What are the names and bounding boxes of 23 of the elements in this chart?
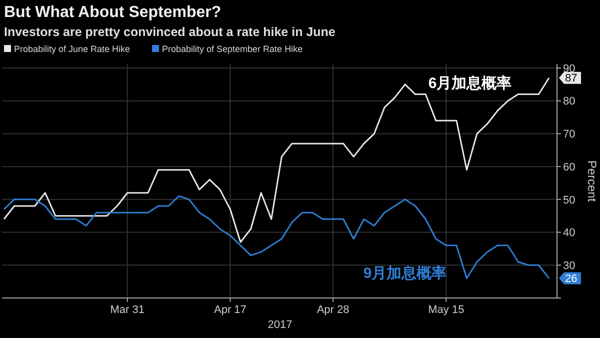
line-series <box>3 195 550 280</box>
x-tick-label: May 15 <box>428 304 464 316</box>
y-tick-label: 50 <box>563 194 576 206</box>
y-tick-label: 70 <box>563 128 576 141</box>
chart-title: But What About September? <box>4 4 222 21</box>
annotation: 6月加息概率 <box>428 74 512 92</box>
x-tick-label: Mar 31 <box>110 304 145 316</box>
x-tick-label: Apr 28 <box>316 304 350 316</box>
x-axis-title: 2017 <box>268 319 292 331</box>
annotation: 9月加息概率 <box>363 264 447 282</box>
chart-subtitle: Investors are pretty convinced about a rate hike in June <box>4 25 336 39</box>
legend-label: Probability of September Rate Hike <box>162 44 303 54</box>
y-tick-label: 60 <box>563 161 576 174</box>
data-label: 87 <box>565 72 578 85</box>
y-tick-label: 90 <box>563 62 576 75</box>
y-tick-label: 40 <box>563 227 576 240</box>
x-tick-label: Apr 17 <box>214 304 246 316</box>
y-tick-label: 80 <box>563 96 576 108</box>
legend-label: Probability of June Rate Hike <box>14 44 130 54</box>
data-label: 26 <box>565 273 578 286</box>
y-axis-title: Percent <box>585 160 599 202</box>
y-tick-label: 30 <box>563 260 576 272</box>
line-series <box>3 77 550 243</box>
